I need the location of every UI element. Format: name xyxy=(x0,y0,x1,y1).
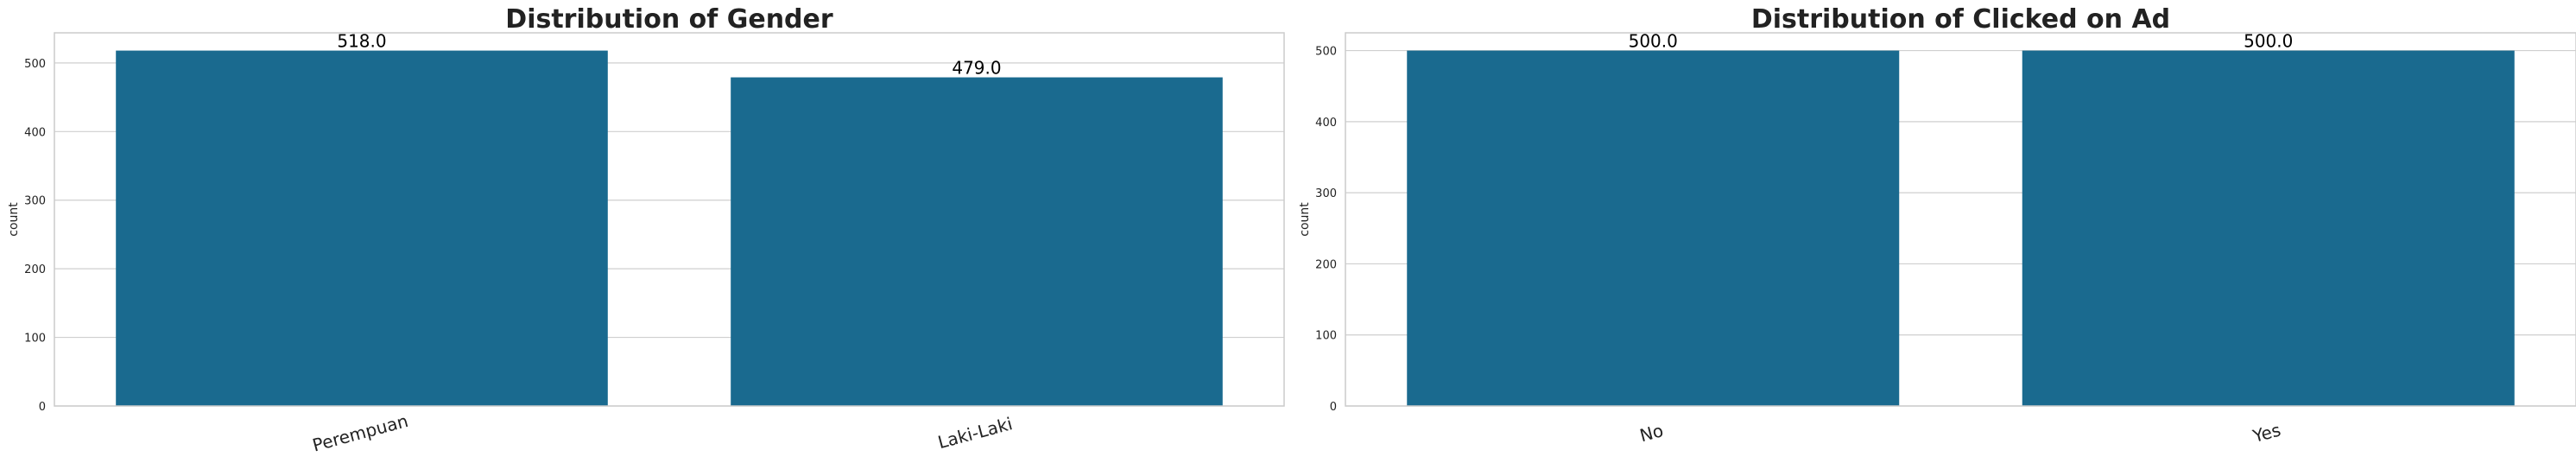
chart-1: 0 100 200 300 400 500 500.0 No 500.0 Yes Distribut… xyxy=(1298,4,2576,447)
y-tick-label: 200 xyxy=(1315,258,1337,271)
y-tick-label: 500 xyxy=(24,58,46,71)
y-tick-label: 400 xyxy=(1315,117,1337,130)
y-tick-label: 0 xyxy=(39,401,46,414)
chart-title: Distribution of Clicked on Ad xyxy=(1751,4,2170,35)
data-label: 518.0 xyxy=(337,31,386,52)
bar xyxy=(2022,50,2515,406)
y-axis-label: count xyxy=(1298,202,1312,237)
y-tick-label: 400 xyxy=(24,126,46,139)
bar xyxy=(731,77,1223,406)
data-label: 500.0 xyxy=(2244,31,2293,52)
x-tick-label: Yes xyxy=(2250,419,2282,447)
x-tick-label: No xyxy=(1637,420,1665,446)
y-tick-label: 300 xyxy=(24,195,46,208)
y-tick-label: 0 xyxy=(1330,401,1337,414)
plot-frame xyxy=(1345,32,2576,407)
y-tick-label: 500 xyxy=(1315,46,1337,59)
bar xyxy=(1407,50,1900,406)
y-tick-label: 100 xyxy=(24,333,46,346)
y-tick-label: 200 xyxy=(24,263,46,276)
y-axis-label: count xyxy=(7,202,21,237)
plot-frame xyxy=(54,32,1285,407)
chart-title: Distribution of Gender xyxy=(505,4,833,35)
y-tick-label: 300 xyxy=(1315,187,1337,200)
x-tick-label: Laki-Laki xyxy=(935,413,1014,453)
data-label: 500.0 xyxy=(1629,31,1678,52)
y-tick-label: 100 xyxy=(1315,330,1337,343)
bar xyxy=(116,50,608,406)
data-label: 479.0 xyxy=(952,58,1001,79)
chart-0: 0 100 200 300 400 500 518.0 Perempuan 479.0 Laki-… xyxy=(7,4,1285,456)
x-tick-label: Perempuan xyxy=(310,410,410,456)
